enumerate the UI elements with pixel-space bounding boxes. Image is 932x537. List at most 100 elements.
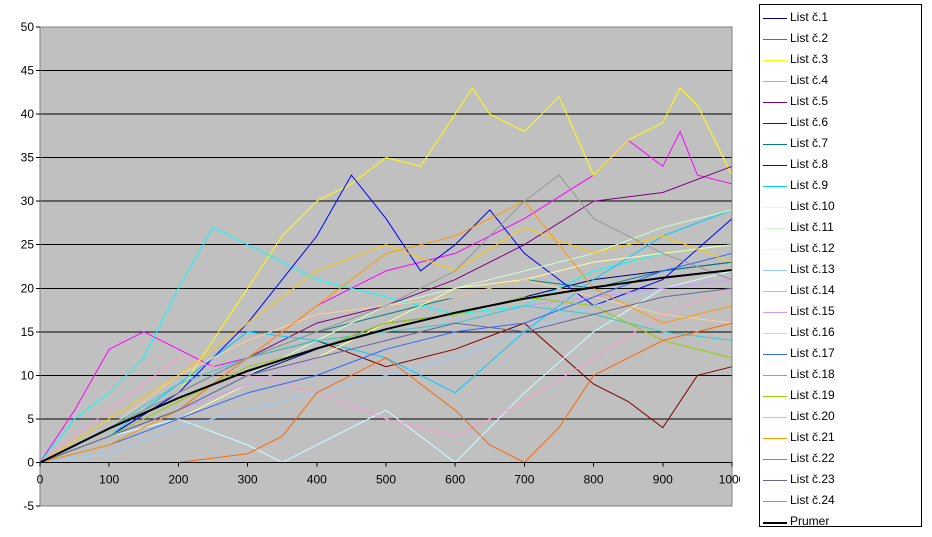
series-line-3 — [39, 87, 733, 463]
legend-swatch — [763, 480, 787, 481]
series-line-22 — [40, 322, 733, 464]
legend-item: List č.24 — [760, 491, 920, 512]
x-tick-label: 300 — [238, 472, 258, 486]
y-tick-label: 45 — [21, 64, 35, 78]
legend-item: List č.18 — [760, 365, 920, 386]
series-line-24 — [39, 174, 733, 463]
x-tick-label: 600 — [445, 472, 465, 486]
y-tick-label: 50 — [21, 20, 35, 34]
legend-item: List č.12 — [760, 239, 920, 260]
legend-item: Prumer — [760, 512, 920, 533]
legend-label: List č.4 — [790, 73, 829, 87]
legend-swatch — [763, 186, 787, 187]
legend-swatch — [763, 396, 787, 397]
legend-label: List č.9 — [790, 178, 829, 192]
x-tick-label: 700 — [514, 472, 534, 486]
legend-item: List č.7 — [760, 134, 920, 155]
x-tick-label: 500 — [376, 472, 396, 486]
x-tick-label: 200 — [168, 472, 188, 486]
legend-label: List č.22 — [790, 451, 835, 465]
legend-swatch — [763, 354, 787, 355]
legend-item: List č.14 — [760, 281, 920, 302]
legend-swatch — [763, 18, 787, 19]
legend-item: List č.21 — [760, 428, 920, 449]
legend-swatch — [763, 81, 787, 82]
legend-swatch — [763, 312, 787, 313]
legend-swatch — [763, 522, 787, 524]
legend-label: List č.21 — [790, 430, 835, 444]
y-tick-label: 5 — [27, 412, 34, 426]
y-tick-label: 15 — [21, 325, 35, 339]
x-tick-label: 400 — [307, 472, 327, 486]
legend-label: List č.14 — [790, 283, 835, 297]
legend-label: List č.5 — [790, 94, 829, 108]
legend-label: List č.17 — [790, 346, 835, 360]
legend-label: List č.1 — [790, 10, 829, 24]
legend-label: List č.16 — [790, 325, 835, 339]
series-line-17 — [39, 252, 733, 463]
legend-item: List č.23 — [760, 470, 920, 491]
legend-item: List č.5 — [760, 92, 920, 113]
legend-swatch — [763, 459, 787, 460]
legend-swatch — [763, 438, 787, 439]
legend-item: List č.2 — [760, 29, 920, 50]
legend-item: List č.19 — [760, 386, 920, 407]
plot-border — [39, 26, 733, 507]
x-tick-label: 1000 — [719, 472, 740, 486]
legend-label: List č.20 — [790, 409, 835, 423]
legend-label: List č.13 — [790, 262, 835, 276]
legend-label: List č.7 — [790, 136, 829, 150]
legend-swatch — [763, 270, 787, 271]
legend-item: List č.3 — [760, 50, 920, 71]
legend-item: List č.1 — [760, 8, 920, 29]
legend-item: List č.17 — [760, 344, 920, 365]
legend-item: List č.6 — [760, 113, 920, 134]
legend-swatch — [763, 207, 787, 208]
legend-swatch — [763, 249, 787, 250]
legend: List č.1 List č.2 List č.3 List č.4 List č.5… — [759, 4, 922, 528]
legend-swatch — [763, 39, 787, 40]
y-tick-label: 35 — [21, 151, 35, 165]
y-tick-label: 20 — [21, 281, 35, 295]
legend-label: List č.10 — [790, 199, 835, 213]
legend-swatch — [763, 60, 787, 61]
legend-item: List č.20 — [760, 407, 920, 428]
legend-item: List č.16 — [760, 323, 920, 344]
x-tick-label: 800 — [584, 472, 604, 486]
series-line-23 — [39, 287, 733, 463]
legend-label: List č.11 — [790, 220, 834, 234]
legend-label: List č.12 — [790, 241, 835, 255]
y-tick-label: 25 — [21, 238, 35, 252]
legend-item: List č.9 — [760, 176, 920, 197]
series-line-2 — [39, 130, 733, 463]
series-line-8 — [39, 174, 733, 463]
legend-item: List č.15 — [760, 302, 920, 323]
y-tick-label: -5 — [23, 499, 34, 513]
y-tick-label: 30 — [21, 194, 35, 208]
series-line-14 — [39, 287, 733, 463]
legend-label: List č.19 — [790, 388, 835, 402]
series-line-18 — [39, 305, 733, 463]
x-tick-label: 900 — [653, 472, 673, 486]
legend-label: List č.2 — [790, 31, 829, 45]
legend-swatch — [763, 417, 787, 418]
series-line-19 — [39, 296, 733, 463]
series-line-25 — [39, 269, 733, 464]
legend-label: List č.23 — [790, 472, 835, 486]
legend-label: List č.24 — [790, 493, 835, 507]
legend-swatch — [763, 501, 787, 502]
legend-label: List č.8 — [790, 157, 829, 171]
legend-item: List č.4 — [760, 71, 920, 92]
x-tick-label: 100 — [99, 472, 119, 486]
legend-item: List č.22 — [760, 449, 920, 470]
series-line-20 — [39, 226, 733, 463]
legend-swatch — [763, 144, 787, 145]
y-tick-label: 40 — [21, 107, 35, 121]
legend-item: List č.8 — [760, 155, 920, 176]
legend-swatch — [763, 165, 787, 166]
legend-label: List č.15 — [790, 304, 835, 318]
legend-label: List č.6 — [790, 115, 829, 129]
legend-swatch — [763, 123, 787, 124]
x-tick-label: 0 — [37, 472, 44, 486]
